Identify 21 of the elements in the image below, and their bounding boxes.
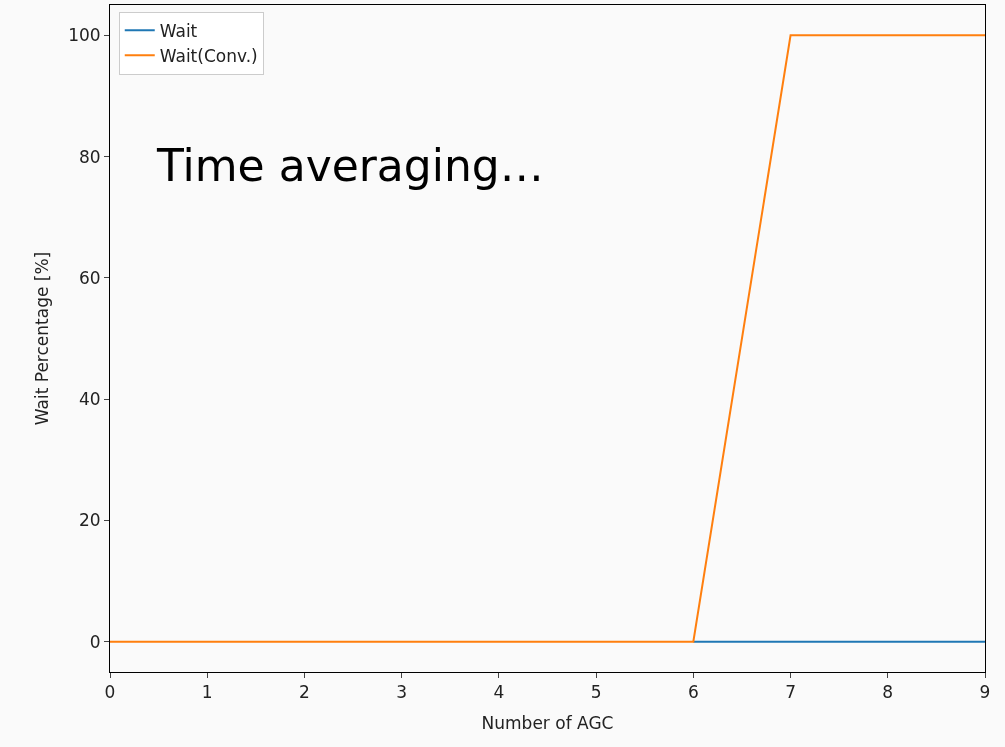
x-tick-label: 2	[299, 682, 310, 703]
annotation: Time averaging…	[156, 140, 544, 191]
y-tick-label: 0	[89, 631, 101, 652]
y-tick-label: 100	[68, 25, 101, 46]
x-tick-label: 1	[201, 682, 213, 703]
x-tick-label: 9	[979, 682, 991, 703]
x-tick-label: 6	[687, 682, 699, 703]
x-tick-label: 5	[590, 682, 602, 703]
x-tick-label: 4	[493, 682, 505, 703]
y-axis-title: Wait Percentage [%]	[31, 251, 52, 426]
x-tick-label: 7	[785, 682, 796, 703]
y-tick-label: 20	[78, 510, 101, 531]
x-tick-label: 3	[396, 682, 408, 703]
legend-label: Wait(Conv.)	[159, 45, 258, 66]
y-tick-label: 40	[78, 389, 101, 410]
x-axis-title: Number of AGC	[481, 712, 614, 733]
y-tick-label: 80	[78, 146, 101, 167]
x-tick-label: 8	[882, 682, 894, 703]
legend-label: Wait	[159, 20, 198, 41]
x-tick-label: 0	[104, 682, 116, 703]
y-tick-label: 60	[78, 267, 101, 288]
